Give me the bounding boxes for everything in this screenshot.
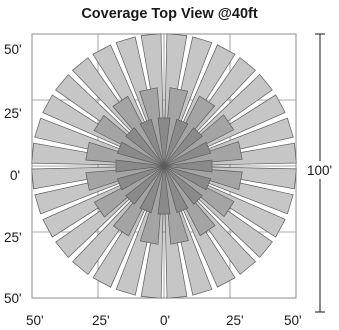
dimension-indicator <box>306 33 336 313</box>
coverage-beams <box>31 33 297 299</box>
beam-short <box>157 117 171 167</box>
beam-short <box>116 141 165 167</box>
beam-short <box>157 165 171 215</box>
beam-short <box>125 127 165 167</box>
beam-short <box>163 165 212 191</box>
x-label-center: 0' <box>160 313 170 328</box>
beam-short <box>163 165 203 205</box>
y-label-lower: 25' <box>4 230 22 245</box>
beam-short <box>163 127 203 167</box>
beam-short <box>163 165 189 214</box>
beam-short <box>139 118 165 167</box>
beam-short <box>163 141 212 167</box>
beam-short <box>163 159 213 173</box>
diagram-title: Coverage Top View @40ft <box>81 6 258 22</box>
y-label-bottom: 50' <box>4 291 22 306</box>
y-label-center: 0' <box>10 168 20 183</box>
beam-short <box>163 118 189 167</box>
y-label-upper: 25' <box>4 106 22 121</box>
dimension-label-bg <box>306 161 336 179</box>
beam-short <box>116 165 165 191</box>
beam-short <box>125 165 165 205</box>
y-label-top: 50' <box>4 42 22 57</box>
x-label-right-mid: 25' <box>226 313 244 328</box>
beam-short <box>139 165 165 214</box>
dimension-label: 100' <box>307 163 332 178</box>
x-label-left: 50' <box>26 313 44 328</box>
beam-short <box>115 159 165 173</box>
x-label-left-mid: 25' <box>92 313 110 328</box>
x-label-right: 50' <box>284 313 302 328</box>
